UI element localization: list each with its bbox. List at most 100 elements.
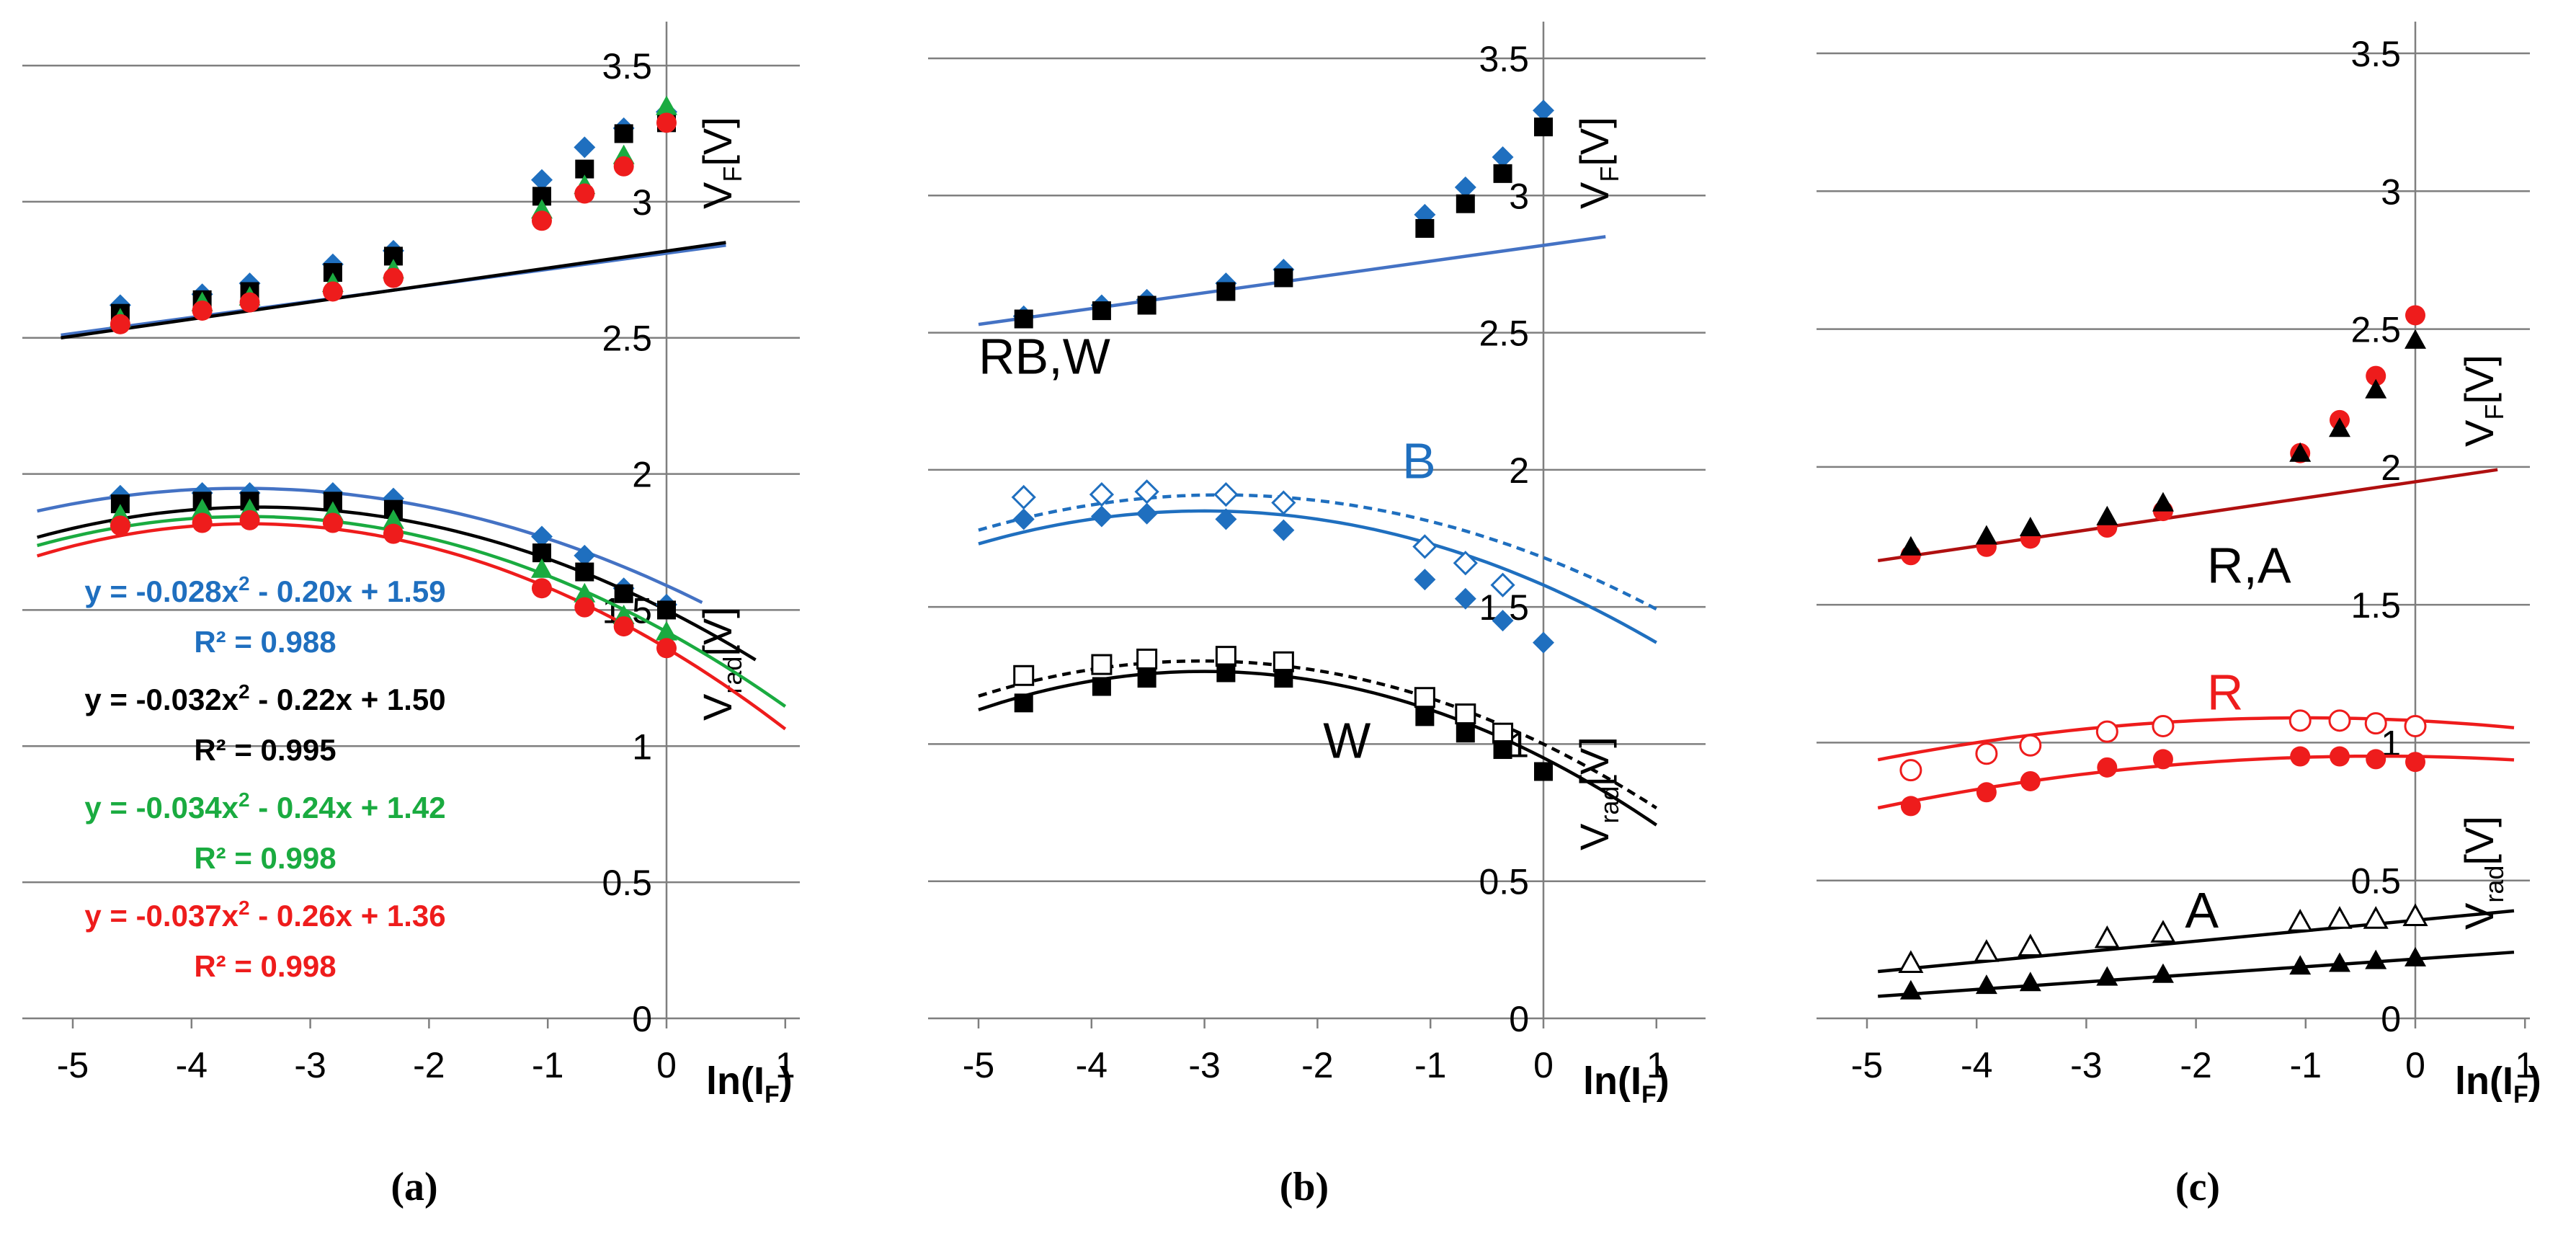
point-b-2-1 bbox=[1089, 481, 1115, 507]
y-tick-label-c-4: 2 bbox=[2381, 448, 2401, 488]
point-c-0-8 bbox=[2405, 305, 2425, 326]
point-a-7-3 bbox=[322, 512, 343, 533]
point-a-3-4 bbox=[383, 267, 404, 288]
point-b-2-7 bbox=[1490, 572, 1515, 597]
point-b-1-0 bbox=[1014, 309, 1033, 329]
y-tick-label-b-5: 2.5 bbox=[1479, 314, 1529, 354]
point-a-3-8 bbox=[656, 112, 677, 133]
caption-c: (c) bbox=[2175, 1165, 2221, 1209]
vf-axis-title-a: VF[V] bbox=[695, 117, 747, 209]
y-tick-label-a-7: 3.5 bbox=[602, 46, 652, 86]
r-squared-2: R² = 0.998 bbox=[194, 841, 336, 875]
point-b-5-6 bbox=[1456, 724, 1475, 743]
point-c-5-3 bbox=[2096, 966, 2118, 986]
point-a-7-6 bbox=[574, 597, 595, 618]
y-tick-label-c-5: 2.5 bbox=[2350, 310, 2401, 350]
point-b-2-6 bbox=[1453, 551, 1478, 576]
point-b-4-6 bbox=[1455, 703, 1476, 725]
point-c-1-0 bbox=[1899, 535, 1922, 556]
x-tick-label-a-2: -3 bbox=[294, 1045, 326, 1085]
point-a-3-3 bbox=[322, 281, 343, 302]
point-c-2-2 bbox=[2019, 734, 2042, 757]
point-b-2-0 bbox=[1011, 484, 1036, 510]
x-tick-label-a-5: 0 bbox=[656, 1045, 677, 1085]
vf-axis-title-c: VF[V] bbox=[2456, 355, 2509, 447]
point-a-0-6 bbox=[574, 136, 596, 159]
point-b-1-6 bbox=[1456, 194, 1475, 213]
point-a-4-6 bbox=[574, 544, 596, 566]
y-tick-label-a-2: 1 bbox=[632, 726, 652, 767]
y-tick-label-a-0: 0 bbox=[632, 999, 652, 1039]
point-a-5-6 bbox=[575, 562, 594, 582]
point-b-4-3 bbox=[1215, 646, 1236, 667]
fit-line-b-1 bbox=[978, 493, 1657, 611]
point-c-1-3 bbox=[2096, 505, 2118, 525]
caption-b: (b) bbox=[1279, 1165, 1329, 1209]
point-a-3-0 bbox=[110, 314, 130, 334]
point-c-3-7 bbox=[2366, 749, 2386, 770]
point-c-3-0 bbox=[1900, 796, 1921, 817]
point-c-1-2 bbox=[2019, 517, 2041, 537]
point-b-4-7 bbox=[1492, 722, 1514, 744]
point-c-3-1 bbox=[1976, 782, 1997, 803]
fit-line-c-0 bbox=[1877, 468, 2498, 563]
point-b-3-2 bbox=[1136, 502, 1158, 525]
y-tick-label-b-0: 0 bbox=[1509, 999, 1529, 1039]
vrad-axis-title-a: Vrad[V] bbox=[695, 607, 747, 721]
point-a-6-8 bbox=[656, 621, 677, 641]
point-a-7-0 bbox=[110, 515, 130, 536]
point-b-5-4 bbox=[1274, 669, 1293, 688]
point-c-5-7 bbox=[2365, 949, 2387, 969]
annotation-c-1: R bbox=[2207, 664, 2244, 721]
y-tick-label-b-6: 3 bbox=[1509, 176, 1529, 216]
annotation-b-1: B bbox=[1402, 432, 1436, 489]
panel-c: -5 -4 -3 -2 -1 0 100.511.522.533.5ln(IF)VF[V]V… bbox=[1817, 22, 2541, 1108]
point-b-2-2 bbox=[1134, 479, 1159, 505]
point-b-2-4 bbox=[1271, 490, 1296, 515]
point-a-7-8 bbox=[656, 638, 677, 659]
point-b-1-1 bbox=[1092, 301, 1111, 321]
point-a-7-7 bbox=[613, 616, 634, 637]
x-tick-label-b-6: 1 bbox=[1646, 1045, 1667, 1085]
x-tick-label-b-5: 0 bbox=[1533, 1045, 1554, 1085]
point-b-1-7 bbox=[1493, 164, 1512, 183]
x-axis-label-b: ln(IF) bbox=[1583, 1059, 1670, 1108]
y-tick-label-b-7: 3.5 bbox=[1479, 39, 1529, 79]
y-tick-label-a-4: 2 bbox=[632, 455, 652, 495]
panel-a: -5-4-3-2-10100.511.522.533.5ln(IF)VF[V]V… bbox=[22, 22, 800, 1108]
point-b-3-0 bbox=[1012, 508, 1035, 530]
point-b-3-5 bbox=[1414, 569, 1436, 591]
x-axis-label-c: ln(IF) bbox=[2455, 1059, 2541, 1108]
point-a-3-6 bbox=[574, 183, 595, 204]
annotation-b-2: W bbox=[1323, 712, 1371, 768]
point-c-4-2 bbox=[2018, 933, 2044, 957]
point-a-6-4 bbox=[382, 509, 404, 529]
y-tick-label-a-1: 0.5 bbox=[602, 863, 652, 903]
point-b-4-2 bbox=[1136, 648, 1158, 670]
vrad-axis-title-b: Vrad[V] bbox=[1572, 737, 1624, 850]
x-tick-label-c-6: 1 bbox=[2515, 1045, 2535, 1085]
x-tick-label-a-3: -2 bbox=[413, 1045, 445, 1085]
y-tick-label-b-1: 0.5 bbox=[1479, 862, 1529, 902]
point-a-1-7 bbox=[614, 124, 633, 143]
x-tick-label-b-4: -1 bbox=[1414, 1045, 1446, 1085]
point-c-2-5 bbox=[2288, 709, 2312, 732]
x-tick-label-b-2: -3 bbox=[1188, 1045, 1220, 1085]
x-tick-label-b-0: -5 bbox=[963, 1045, 994, 1085]
point-b-5-1 bbox=[1092, 677, 1111, 696]
point-c-2-8 bbox=[2404, 714, 2427, 737]
point-b-3-7 bbox=[1492, 610, 1514, 632]
point-c-1-8 bbox=[2405, 329, 2426, 349]
point-c-1-7 bbox=[2365, 378, 2387, 399]
point-b-5-7 bbox=[1493, 740, 1512, 760]
fit-line-b-4 bbox=[978, 670, 1658, 827]
x-tick-label-a-4: -1 bbox=[532, 1045, 563, 1085]
point-a-5-8 bbox=[657, 600, 676, 620]
point-b-1-4 bbox=[1274, 268, 1293, 288]
point-b-3-6 bbox=[1454, 587, 1476, 610]
point-b-1-5 bbox=[1415, 218, 1435, 238]
point-c-1-1 bbox=[1975, 525, 1997, 545]
y-tick-label-a-5: 2.5 bbox=[602, 319, 652, 359]
